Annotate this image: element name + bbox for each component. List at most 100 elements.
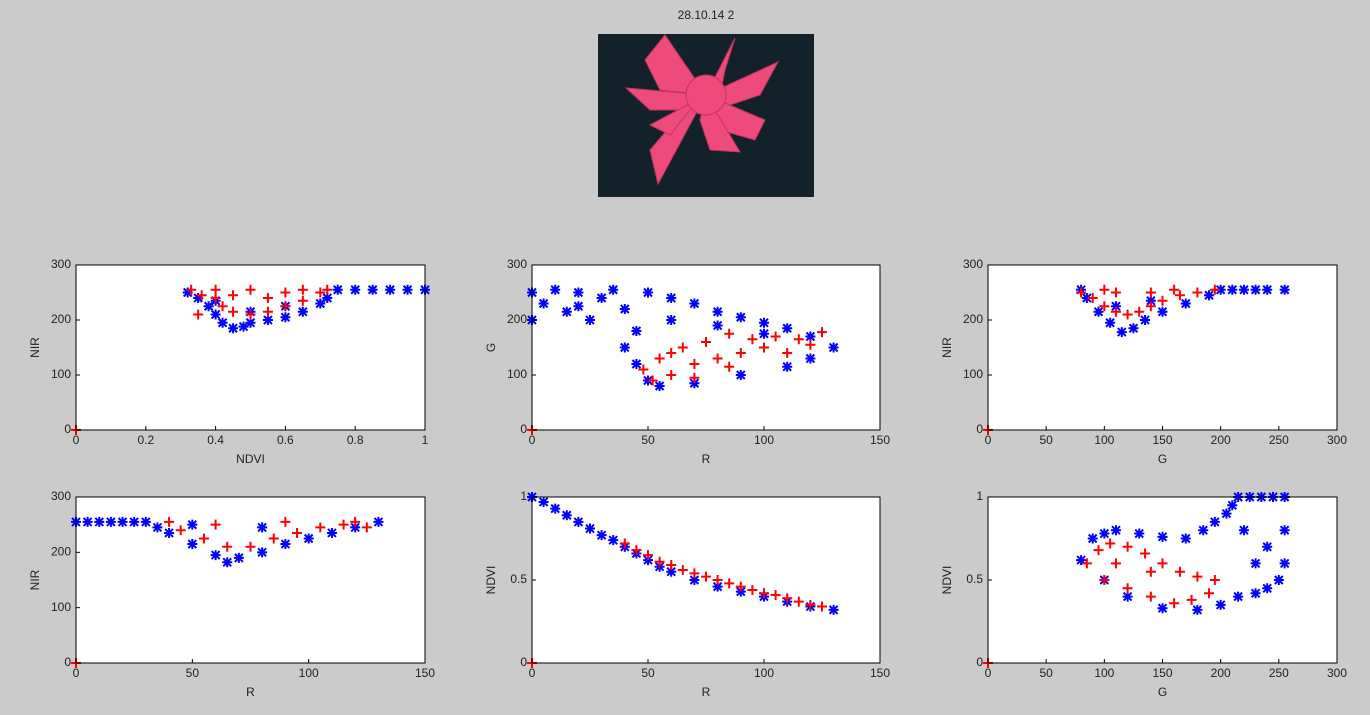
data-point	[666, 348, 677, 358]
data-point	[196, 290, 207, 301]
data-point	[631, 545, 642, 556]
y-tick-label: 100	[51, 367, 71, 381]
data-point	[643, 550, 653, 561]
data-point	[1081, 558, 1092, 569]
data-point	[631, 326, 642, 336]
data-point	[94, 516, 105, 527]
data-point	[1180, 533, 1191, 544]
data-point	[805, 331, 816, 342]
data-point	[322, 293, 333, 303]
data-point	[735, 348, 746, 358]
x-tick-label: 0	[73, 433, 80, 447]
data-point	[689, 378, 700, 389]
x-tick-label: 50	[641, 433, 655, 447]
image-title: 28.10.14 2	[678, 8, 735, 22]
x-axis-label: NDVI	[236, 452, 265, 466]
y-tick-label: 300	[51, 257, 71, 271]
data-point	[1157, 558, 1168, 569]
data-point	[759, 328, 769, 339]
data-point	[322, 284, 333, 295]
data-point	[1122, 583, 1133, 594]
data-point	[1250, 284, 1261, 295]
x-tick-label: 100	[1094, 433, 1114, 447]
axes-frame	[75, 264, 426, 431]
data-point	[217, 317, 228, 328]
data-point	[573, 301, 584, 312]
data-point	[1209, 575, 1220, 585]
data-point	[724, 578, 735, 589]
data-point	[1262, 541, 1273, 552]
x-tick-label: 0.4	[207, 433, 224, 447]
data-point	[228, 306, 239, 317]
y-tick-label: 200	[51, 545, 71, 559]
data-point	[712, 306, 723, 317]
scatter-plot: 0 0.2 0.4 0.6 0.8 1 0 100 200 300 NDVI NIR	[28, 257, 430, 466]
data-point	[1157, 531, 1168, 542]
data-point	[1099, 301, 1110, 312]
y-tick-label: 200	[963, 312, 983, 326]
data-point	[712, 581, 723, 592]
data-point	[245, 317, 256, 328]
data-point	[1134, 306, 1145, 317]
x-tick-label: 250	[1269, 433, 1289, 447]
data-point	[175, 525, 186, 536]
data-point	[1076, 555, 1087, 566]
data-point	[257, 547, 268, 558]
data-point	[1221, 508, 1232, 519]
data-point	[1279, 558, 1290, 569]
data-point	[735, 370, 746, 380]
y-tick-label: 0.5	[510, 572, 527, 586]
data-point	[608, 535, 619, 546]
data-point	[303, 533, 314, 544]
data-point	[747, 334, 758, 345]
data-point	[805, 339, 816, 350]
y-tick-label: 1	[520, 489, 527, 503]
data-point	[666, 293, 677, 303]
data-point	[203, 301, 214, 312]
data-point	[1250, 588, 1261, 599]
data-point	[245, 541, 256, 552]
data-point	[654, 353, 665, 364]
x-tick-label: 50	[186, 666, 200, 680]
data-point	[268, 533, 279, 544]
data-point	[222, 557, 233, 568]
data-point	[1192, 571, 1203, 582]
y-axis-label: NIR	[28, 569, 42, 590]
scatter-plot: 0 50 100 150 200 250 300 0 0.5 1 G NDVI	[940, 489, 1347, 699]
data-point	[585, 315, 595, 325]
data-point	[262, 315, 273, 325]
x-tick-label: 50	[1039, 433, 1053, 447]
data-point	[550, 284, 561, 295]
data-point	[297, 306, 308, 317]
scatter-plot: 0 50 100 150 0 100 200 300 R NIR	[28, 489, 435, 699]
data-point	[350, 284, 361, 295]
x-tick-label: 200	[1211, 433, 1231, 447]
y-axis-label: NIR	[940, 337, 954, 358]
x-tick-label: 150	[1152, 666, 1172, 680]
data-point	[631, 359, 642, 369]
data-point	[222, 541, 233, 552]
data-point	[350, 522, 361, 533]
data-point	[677, 565, 688, 576]
data-point	[654, 556, 665, 567]
data-point	[1238, 284, 1249, 295]
data-point	[82, 516, 93, 527]
axes-background	[532, 265, 880, 430]
data-point	[367, 284, 378, 295]
y-axis-label: NDVI	[484, 566, 498, 595]
data-point	[1209, 516, 1220, 527]
data-point	[187, 519, 198, 530]
data-point	[782, 323, 793, 334]
data-point	[152, 522, 163, 533]
data-point	[701, 571, 711, 582]
axes-background	[76, 497, 425, 663]
data-point	[817, 327, 827, 338]
data-point	[164, 527, 175, 538]
data-point	[782, 593, 793, 604]
y-tick-label: 0	[976, 422, 983, 436]
data-point	[619, 538, 630, 549]
x-tick-label: 0	[985, 666, 992, 680]
data-point	[297, 295, 308, 306]
data-point	[350, 516, 361, 527]
data-point	[735, 312, 746, 323]
